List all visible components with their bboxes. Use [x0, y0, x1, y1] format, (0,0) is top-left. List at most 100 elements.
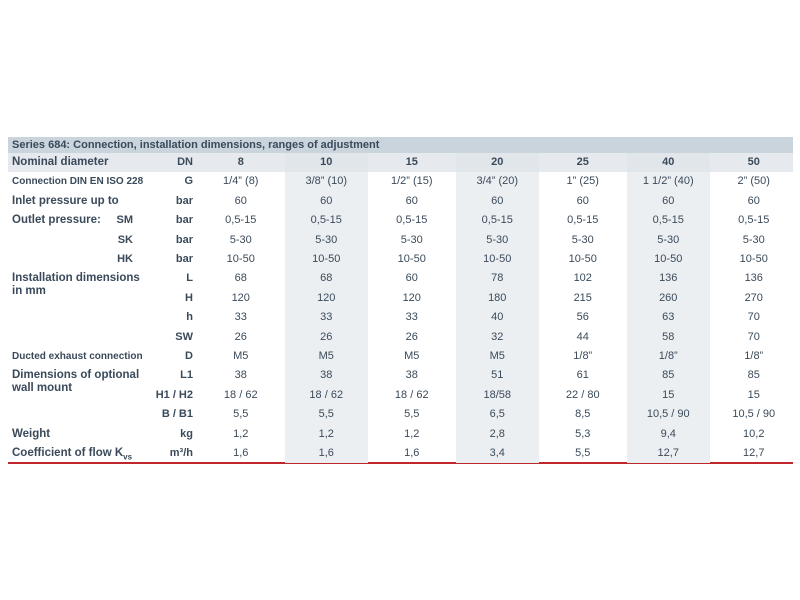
- value-cell: 1,6: [318, 447, 334, 459]
- value-cell: 270: [744, 291, 763, 304]
- value-cell: 38: [405, 369, 418, 382]
- value-cell: 5,5: [233, 408, 249, 421]
- value-cell: 6,5: [489, 408, 505, 421]
- value-cell: 70: [747, 311, 760, 324]
- value-cell: 0,5-15: [481, 214, 513, 227]
- row-unit: bar: [175, 214, 193, 227]
- value-cell: 10-50: [483, 253, 512, 265]
- value-cell: 5-30: [400, 233, 423, 246]
- value-cell: 1” (25): [566, 175, 599, 188]
- row-label: Inlet pressure up to: [12, 194, 119, 207]
- row-unit: L: [186, 272, 193, 285]
- value-cell: 33: [320, 311, 333, 324]
- value-cell: M5: [489, 350, 505, 362]
- value-cell: 3,4: [489, 447, 505, 459]
- value-cell: 78: [491, 272, 504, 285]
- value-cell: 60: [662, 194, 675, 207]
- row-unit: G: [184, 175, 193, 188]
- row-label: Connection DIN EN ISO 228: [12, 176, 144, 188]
- table-title: Series 684: Connection, installation dim…: [8, 137, 793, 153]
- value-cell: 10-50: [397, 253, 426, 265]
- value-cell: 18/58: [483, 388, 512, 401]
- row-sublabel: HK: [117, 253, 133, 265]
- value-cell: 180: [488, 291, 507, 304]
- value-cell: 1/4” (8): [223, 175, 259, 188]
- value-cell: 26: [234, 330, 247, 343]
- value-cell: 3/8” (10): [305, 175, 348, 188]
- value-cell: 5-30: [486, 233, 509, 246]
- value-cell: 10-50: [226, 253, 255, 265]
- value-cell: 12,7: [657, 447, 679, 459]
- value-cell: 1/8”: [658, 350, 678, 362]
- value-cell: 1,2: [404, 427, 420, 440]
- value-cell: 1,2: [233, 427, 249, 440]
- header-value: 15: [405, 156, 418, 168]
- value-cell: 61: [576, 369, 589, 382]
- column-shade: [284, 153, 368, 464]
- value-cell: M5: [318, 350, 334, 362]
- value-cell: 8,5: [575, 408, 591, 421]
- value-cell: 51: [491, 369, 504, 382]
- header-value: 8: [237, 156, 244, 168]
- row-label: Weight: [12, 427, 51, 440]
- value-cell: 5,5: [318, 408, 334, 421]
- value-cell: 136: [659, 272, 678, 285]
- row-unit: bar: [175, 253, 193, 265]
- value-cell: 5-30: [742, 233, 765, 246]
- value-cell: 38: [320, 369, 333, 382]
- value-cell: 60: [405, 272, 418, 285]
- row-unit: kg: [180, 427, 193, 440]
- value-cell: 26: [405, 330, 418, 343]
- value-cell: 60: [234, 194, 247, 207]
- value-cell: 1,6: [233, 447, 249, 459]
- header-value: 40: [662, 156, 675, 168]
- value-cell: 5,5: [575, 447, 591, 459]
- row-label: Coefficient of flow Kvs: [12, 447, 133, 462]
- value-cell: 85: [662, 369, 675, 382]
- row-sublabel: SK: [117, 233, 133, 246]
- value-cell: 1,2: [318, 427, 334, 440]
- value-cell: 10,5 / 90: [646, 408, 690, 421]
- value-cell: 5-30: [315, 233, 338, 246]
- column-shade: [455, 153, 539, 464]
- value-cell: 10-50: [739, 253, 768, 265]
- value-cell: 60: [747, 194, 760, 207]
- row-unit: SW: [175, 330, 193, 343]
- value-cell: 15: [662, 388, 675, 401]
- row-unit: H: [185, 291, 193, 304]
- value-cell: 26: [320, 330, 333, 343]
- value-cell: 5,3: [575, 427, 591, 440]
- value-cell: 85: [747, 369, 760, 382]
- value-cell: 2” (50): [737, 175, 770, 188]
- value-cell: 22 / 80: [565, 388, 600, 401]
- value-cell: 18 / 62: [394, 388, 429, 401]
- row-unit: m³/h: [169, 447, 193, 459]
- header-value: 20: [491, 156, 504, 168]
- value-cell: 32: [491, 330, 504, 343]
- value-cell: 10,2: [743, 427, 765, 440]
- header-row: [8, 153, 793, 173]
- value-cell: 0,5-15: [396, 214, 428, 227]
- value-cell: 0,5-15: [225, 214, 257, 227]
- header-value: 10: [320, 156, 333, 168]
- value-cell: 60: [576, 194, 589, 207]
- value-cell: 12,7: [743, 447, 765, 459]
- value-cell: 120: [402, 291, 421, 304]
- header-unit: DN: [177, 156, 193, 168]
- value-cell: 60: [491, 194, 504, 207]
- value-cell: 5,5: [404, 408, 420, 421]
- value-cell: 1/8”: [744, 350, 764, 362]
- row-unit: L1: [180, 369, 193, 382]
- value-cell: 1,6: [404, 447, 420, 459]
- value-cell: M5: [404, 350, 420, 362]
- row-unit: H1 / H2: [155, 388, 193, 401]
- column-shade: [626, 153, 710, 464]
- value-cell: 10-50: [312, 253, 341, 265]
- value-cell: 33: [405, 311, 418, 324]
- bottom-rule: [8, 462, 793, 464]
- value-cell: 0,5-15: [652, 214, 684, 227]
- value-cell: 5-30: [229, 233, 252, 246]
- row-label: Ducted exhaust connection: [12, 351, 143, 362]
- value-cell: 10-50: [568, 253, 597, 265]
